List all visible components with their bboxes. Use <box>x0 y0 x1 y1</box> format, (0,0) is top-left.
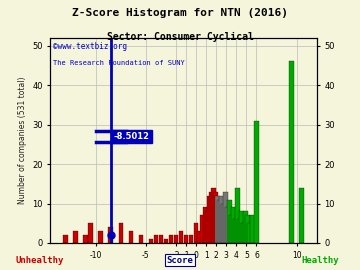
Bar <box>211 188 216 243</box>
Bar <box>254 121 259 243</box>
Text: The Research Foundation of SUNY: The Research Foundation of SUNY <box>53 60 185 66</box>
Bar <box>245 215 250 243</box>
Text: Sector: Consumer Cyclical: Sector: Consumer Cyclical <box>107 32 253 42</box>
Bar <box>213 192 217 243</box>
Text: Healthy: Healthy <box>302 256 339 265</box>
Bar <box>207 196 211 243</box>
Bar <box>169 235 173 243</box>
Bar <box>221 204 226 243</box>
Text: Score: Score <box>167 256 193 265</box>
Bar <box>233 219 238 243</box>
Bar <box>239 211 244 243</box>
Bar <box>203 207 207 243</box>
Bar <box>225 207 230 243</box>
Bar <box>108 227 113 243</box>
Bar <box>227 200 231 243</box>
Bar <box>241 223 246 243</box>
Bar <box>300 188 304 243</box>
Bar <box>205 211 210 243</box>
Bar <box>98 231 103 243</box>
Bar <box>194 223 198 243</box>
Bar <box>229 215 234 243</box>
Bar <box>179 231 183 243</box>
Bar <box>217 200 221 243</box>
Bar <box>237 219 242 243</box>
Bar <box>223 192 228 243</box>
Bar <box>243 211 248 243</box>
Bar <box>184 235 188 243</box>
Bar <box>289 62 294 243</box>
Bar <box>63 235 68 243</box>
Bar <box>118 223 123 243</box>
Bar <box>129 231 133 243</box>
Text: Unhealthy: Unhealthy <box>15 256 64 265</box>
Bar <box>215 196 220 243</box>
Bar <box>139 235 143 243</box>
Bar <box>83 235 88 243</box>
Bar <box>231 207 236 243</box>
Bar <box>235 188 240 243</box>
Bar <box>219 196 224 243</box>
Bar <box>73 231 78 243</box>
Bar <box>149 239 153 243</box>
Y-axis label: Number of companies (531 total): Number of companies (531 total) <box>18 77 27 204</box>
Bar <box>197 231 202 243</box>
Bar <box>189 235 193 243</box>
Bar <box>247 223 252 243</box>
Bar <box>200 215 204 243</box>
Bar <box>159 235 163 243</box>
Text: ©www.textbiz.org: ©www.textbiz.org <box>53 42 127 51</box>
Bar <box>250 215 255 243</box>
Text: Z-Score Histogram for NTN (2016): Z-Score Histogram for NTN (2016) <box>72 8 288 18</box>
Bar <box>164 239 168 243</box>
Bar <box>88 223 93 243</box>
Bar <box>174 235 178 243</box>
Bar <box>209 192 213 243</box>
Bar <box>154 235 158 243</box>
Text: -8.5012: -8.5012 <box>114 132 150 141</box>
